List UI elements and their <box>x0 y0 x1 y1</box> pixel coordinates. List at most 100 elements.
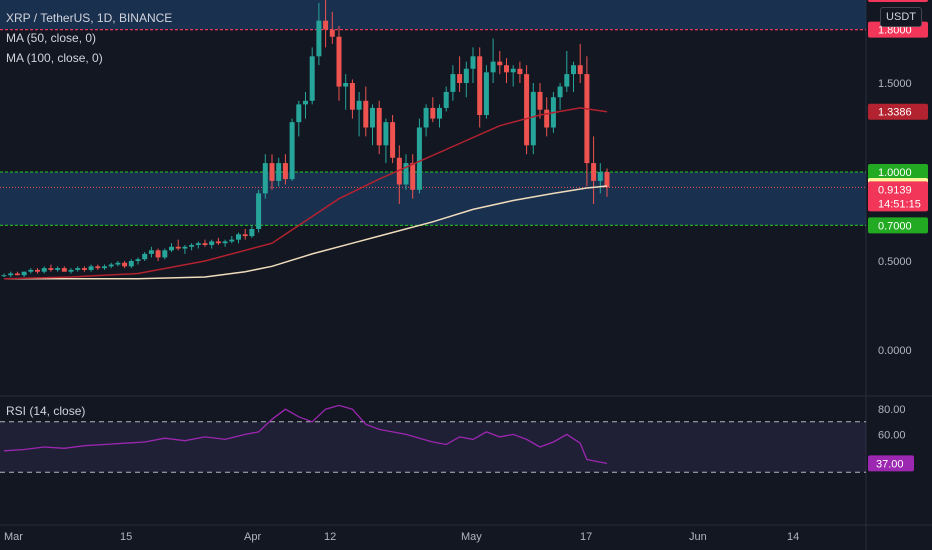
price-marker-badge <box>868 164 928 180</box>
candle-body <box>597 172 603 181</box>
candle-body <box>148 250 154 254</box>
candle-body <box>457 74 463 83</box>
ma50-line <box>3 107 608 280</box>
candle-body <box>215 241 221 244</box>
candle-body <box>142 253 148 260</box>
candle-body <box>222 241 228 244</box>
candle-body <box>55 268 61 270</box>
candle-body <box>108 264 114 267</box>
ma100-line <box>4 185 608 280</box>
candle-body <box>343 83 349 87</box>
indicator-ma100-label[interactable]: MA (100, close, 0) <box>6 51 103 65</box>
candle-body <box>564 74 570 87</box>
candle-body <box>423 107 429 128</box>
currency-button[interactable]: USDT <box>880 7 922 27</box>
candle-body <box>316 20 322 57</box>
candle-body <box>390 122 396 158</box>
candle-body <box>289 122 295 180</box>
candle-body <box>336 36 342 87</box>
candle-body <box>35 269 40 272</box>
candle-body <box>591 163 597 181</box>
price-axis[interactable]: 1.5000 0.5000 0.0000 2.0000 1.8000 1.3386 1.00… <box>868 0 928 357</box>
candle-body <box>530 91 536 146</box>
candle-body <box>229 239 235 242</box>
price-tick-label: 0.0000 <box>878 345 912 357</box>
candle-body <box>504 65 509 73</box>
rsi-axis[interactable]: 80.00 60.00 37.00 <box>868 404 914 472</box>
time-tick-label: Mar <box>4 531 23 543</box>
candle-body <box>256 193 262 229</box>
candle-body <box>202 243 208 245</box>
price-tick-label: 0.5000 <box>878 256 912 268</box>
price-marker-badge <box>868 103 928 120</box>
price-marker-badge <box>868 0 928 2</box>
candle-body <box>497 61 503 66</box>
rsi-pane <box>0 404 866 473</box>
candle-body <box>182 246 188 249</box>
price-marker-label: 1.3386 <box>878 107 912 119</box>
candle-body <box>262 163 268 194</box>
candle-body <box>450 74 456 92</box>
candle-body <box>430 107 436 119</box>
price-tick-label: 1.5000 <box>878 78 912 90</box>
candle-body <box>28 269 34 272</box>
candle-body <box>122 262 128 267</box>
candle-body <box>102 266 107 269</box>
candle-body <box>162 250 168 258</box>
candle-body <box>557 86 563 98</box>
candle-body <box>323 20 329 30</box>
symbol-title[interactable]: XRP / TetherUS, 1D, BINANCE <box>6 11 173 25</box>
candle-body <box>1 275 7 277</box>
candle-body <box>329 29 335 37</box>
candle-body <box>490 61 496 73</box>
candle-body <box>604 172 610 188</box>
candle-body <box>370 107 375 128</box>
rsi-tick-label: 60.00 <box>878 429 906 441</box>
candle-body <box>81 268 87 270</box>
countdown-label: 14:51:15 <box>878 198 921 210</box>
candle-body <box>356 100 362 110</box>
candle-body <box>577 65 583 75</box>
price-marker-label: 1.8000 <box>878 25 912 37</box>
candle-body <box>517 68 523 75</box>
candle-body <box>403 163 409 185</box>
candle-body <box>95 266 101 269</box>
candle-body <box>175 246 181 249</box>
candle-body <box>383 122 389 146</box>
time-tick-label: 14 <box>787 531 799 543</box>
moving-averages <box>3 107 608 280</box>
candle-body <box>135 259 141 261</box>
indicator-ma50-label[interactable]: MA (50, close, 0) <box>6 31 97 45</box>
candle-body <box>8 273 14 276</box>
rsi-value-badge <box>868 455 914 472</box>
candle-body <box>470 56 476 69</box>
time-tick-label: 12 <box>324 531 336 543</box>
candle-body <box>276 163 282 181</box>
candle-body <box>282 163 288 180</box>
candle-body <box>483 72 489 116</box>
candle-body <box>21 271 27 276</box>
time-tick-label: May <box>461 531 482 543</box>
candle-body <box>195 243 201 245</box>
candle-body <box>443 91 449 108</box>
candle-body <box>88 266 94 270</box>
candle-body <box>68 269 74 272</box>
zone-2-fill <box>0 172 866 226</box>
candle-body <box>524 74 530 146</box>
candle-body <box>376 107 382 146</box>
price-zones <box>0 0 866 226</box>
price-marker-label: 0.9139 <box>878 184 912 196</box>
candle-body <box>537 91 543 110</box>
time-tick-label: Apr <box>244 531 261 543</box>
rsi-line <box>3 404 608 465</box>
rsi-tick-label: 80.00 <box>878 404 906 416</box>
indicator-rsi-label[interactable]: RSI (14, close) <box>6 404 86 418</box>
rsi-band-fill <box>0 421 866 473</box>
candle-body <box>416 127 422 190</box>
candle-body <box>437 107 442 119</box>
time-axis[interactable]: Mar 15 Apr 12 May 17 Jun 14 <box>4 531 799 543</box>
candle-body <box>303 100 308 105</box>
candle-body <box>41 268 47 272</box>
